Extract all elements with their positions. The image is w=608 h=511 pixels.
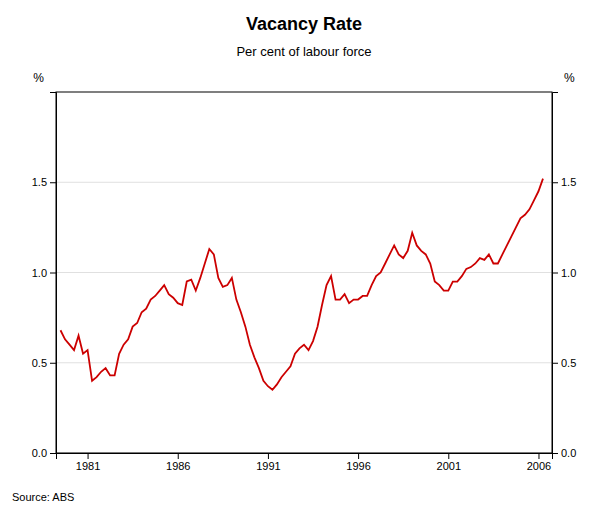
chart-container: 1981198619911996200120060.00.51.01.50.00… [0,0,608,511]
grid [56,182,552,453]
tick: 2006 [527,453,551,472]
tick-label: 1.5 [561,176,576,188]
plot-frame [56,92,552,453]
grid-line [56,182,552,183]
tick-mark [358,453,359,459]
tick: 2001 [437,453,461,472]
y-axis: 0.0 0.5 1.0 1.5 [32,93,57,460]
tick-mark [50,182,56,183]
chart-svg: 1981198619911996200120060.00.51.01.50.00… [0,0,608,511]
data-line [61,179,543,390]
tick: 1996 [346,453,370,472]
tick: 0.5 [32,357,56,369]
plot-area: 1981198619911996200120060.00.51.01.50.00… [32,92,577,472]
axis-line [553,93,559,454]
tick-label: 1.0 [561,267,576,279]
tick-label: 0.0 [561,447,576,459]
tick-mark [538,453,539,459]
tick: 1991 [256,453,280,472]
tick-label: 1991 [256,460,280,472]
tick-label: 1981 [76,460,100,472]
tick-mark [448,453,449,459]
tick-label: 1.5 [32,176,47,188]
tick-mark [50,453,56,454]
tick-mark [178,453,179,459]
tick: 1.5 [32,176,56,188]
marks [61,179,543,390]
tick: 1.0 [552,267,576,279]
tick-mark [552,273,558,274]
axis-line [57,454,553,460]
axis-line [50,93,57,454]
tick-mark [268,453,269,459]
grid-line [56,362,552,363]
tick-label: 0.0 [32,447,47,459]
y2-axis-label: % [564,71,575,85]
tick: 1.0 [32,267,56,279]
tick-label: 0.5 [32,357,47,369]
grid-line [56,272,552,273]
tick: 0.5 [552,357,576,369]
tick-mark [50,273,56,274]
tick: 0.0 [552,447,576,459]
tick-label: 1.0 [32,267,47,279]
tick-mark [552,363,558,364]
tick-label: 0.5 [561,357,576,369]
title: Vacancy Rate [246,14,362,34]
tick: 0.0 [32,447,56,459]
source-note: Source: ABS [12,491,74,503]
tick-label: 1996 [346,460,370,472]
y2-axis: 0.0 0.5 1.0 1.5 [552,93,576,460]
tick-mark [552,182,558,183]
tick: 1981 [76,453,100,472]
tick-label: 2006 [527,460,551,472]
tick-label: 1986 [166,460,190,472]
subtitle: Per cent of labour force [236,44,371,59]
tick-mark [88,453,89,459]
tick: 1986 [166,453,190,472]
y-axis-label: % [33,71,44,85]
tick: 1.5 [552,176,576,188]
tick-label: 2001 [437,460,461,472]
x-axis: 1981 1986 1991 1996 2001 2006 [57,453,553,472]
tick-mark [50,363,56,364]
tick-mark [552,453,558,454]
